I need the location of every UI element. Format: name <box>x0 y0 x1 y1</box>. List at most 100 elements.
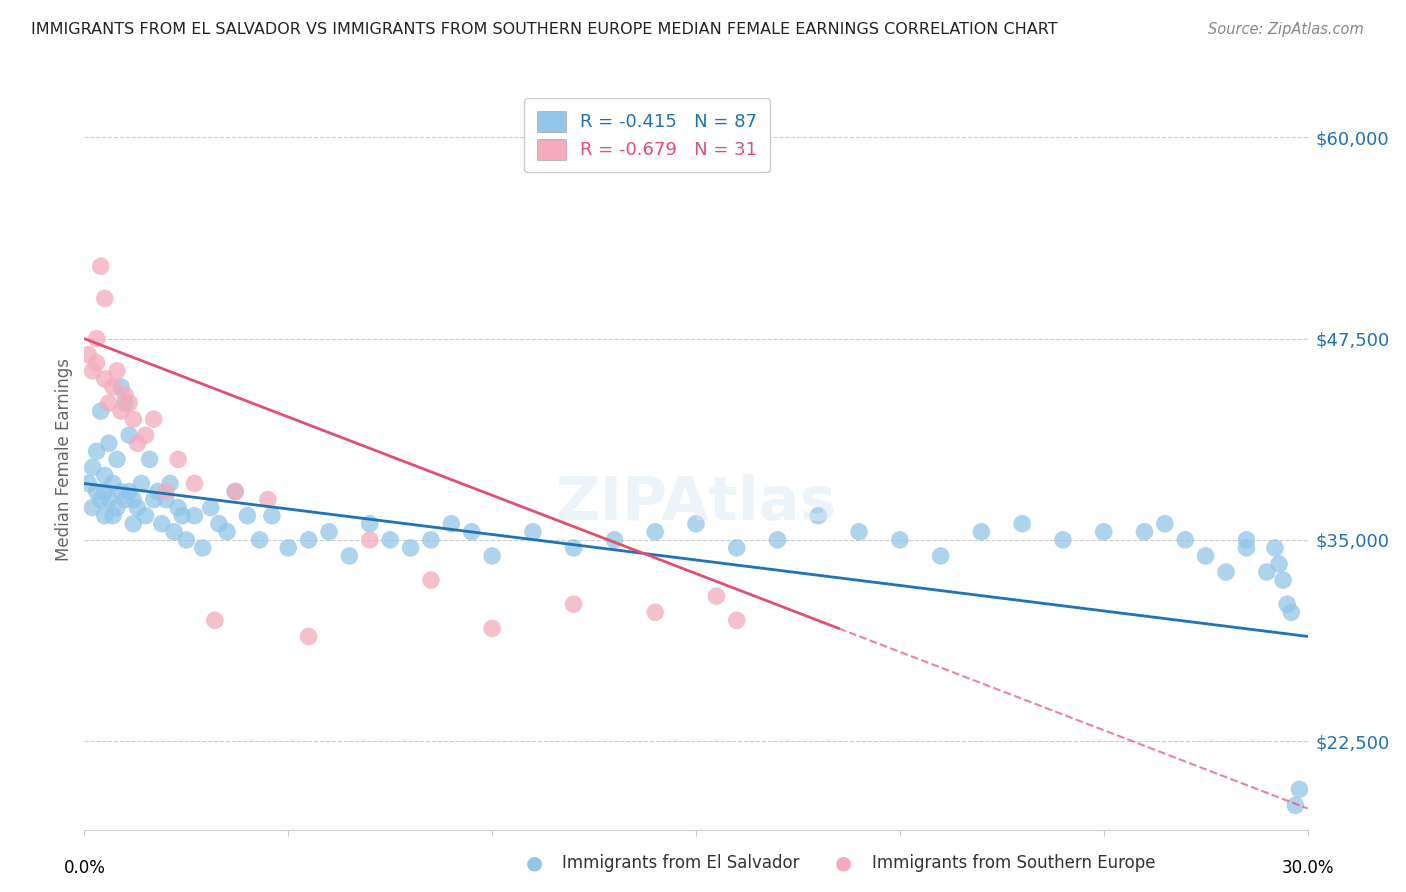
Point <box>105 500 128 515</box>
Point <box>644 605 666 619</box>
Point <box>131 476 153 491</box>
Point <box>1174 533 1197 547</box>
Point <box>848 524 870 539</box>
Point <box>298 629 321 643</box>
Point <box>318 524 340 539</box>
Point <box>97 396 120 410</box>
Point <box>110 380 132 394</box>
Point <box>77 476 100 491</box>
Point <box>86 356 108 370</box>
Point <box>114 388 136 402</box>
Point <box>167 452 190 467</box>
Point <box>114 492 136 507</box>
Point <box>105 364 128 378</box>
Point <box>889 533 911 547</box>
Point <box>644 524 666 539</box>
Text: ZIPAtlas: ZIPAtlas <box>555 475 837 533</box>
Point <box>97 492 120 507</box>
Point <box>118 428 141 442</box>
Point <box>142 412 165 426</box>
Point <box>420 573 443 587</box>
Point <box>1288 782 1310 797</box>
Text: ●: ● <box>835 854 852 873</box>
Point <box>97 436 120 450</box>
Point <box>138 452 160 467</box>
Point <box>1279 605 1302 619</box>
Point <box>105 452 128 467</box>
Point <box>159 476 181 491</box>
Point <box>1195 549 1218 563</box>
Point <box>82 364 104 378</box>
Point <box>725 541 748 555</box>
Point <box>191 541 214 555</box>
Point <box>90 492 112 507</box>
Point <box>217 524 239 539</box>
Point <box>249 533 271 547</box>
Point <box>929 549 952 563</box>
Point <box>90 404 112 418</box>
Point <box>172 508 194 523</box>
Point <box>135 508 157 523</box>
Point <box>725 613 748 627</box>
Point <box>440 516 463 531</box>
Point <box>93 372 115 386</box>
Point <box>183 476 205 491</box>
Point <box>1092 524 1115 539</box>
Point <box>224 484 246 499</box>
Point <box>260 508 283 523</box>
Text: ●: ● <box>526 854 543 873</box>
Point <box>82 460 104 475</box>
Point <box>204 613 226 627</box>
Point <box>1268 557 1291 571</box>
Point <box>562 597 585 611</box>
Point <box>1256 565 1278 579</box>
Point <box>90 259 112 273</box>
Point <box>114 396 136 410</box>
Point <box>135 428 157 442</box>
Point <box>1272 573 1295 587</box>
Legend: R = -0.415   N = 87, R = -0.679   N = 31: R = -0.415 N = 87, R = -0.679 N = 31 <box>524 98 770 172</box>
Point <box>86 332 108 346</box>
Point <box>127 436 149 450</box>
Point <box>101 508 124 523</box>
Point <box>481 621 503 635</box>
Point <box>142 492 165 507</box>
Point <box>1154 516 1177 531</box>
Point <box>1133 524 1156 539</box>
Y-axis label: Median Female Earnings: Median Female Earnings <box>55 358 73 561</box>
Point <box>93 508 115 523</box>
Point <box>150 516 173 531</box>
Point <box>807 508 830 523</box>
Point <box>122 516 145 531</box>
Point <box>101 476 124 491</box>
Point <box>766 533 789 547</box>
Point <box>1011 516 1033 531</box>
Point <box>257 492 280 507</box>
Point <box>77 348 100 362</box>
Point <box>399 541 422 555</box>
Point <box>461 524 484 539</box>
Point <box>122 412 145 426</box>
Point <box>1236 541 1258 555</box>
Point <box>110 404 132 418</box>
Point <box>155 492 177 507</box>
Point <box>277 541 299 555</box>
Point <box>298 533 321 547</box>
Point <box>93 468 115 483</box>
Point <box>603 533 626 547</box>
Point <box>122 492 145 507</box>
Point <box>110 484 132 499</box>
Point <box>339 549 361 563</box>
Point <box>1052 533 1074 547</box>
Point <box>359 533 381 547</box>
Point <box>359 516 381 531</box>
Text: Immigrants from El Salvador: Immigrants from El Salvador <box>562 855 800 872</box>
Point <box>706 589 728 603</box>
Point <box>86 484 108 499</box>
Point <box>183 508 205 523</box>
Point <box>167 500 190 515</box>
Point <box>481 549 503 563</box>
Text: 0.0%: 0.0% <box>63 859 105 877</box>
Point <box>208 516 231 531</box>
Point <box>1236 533 1258 547</box>
